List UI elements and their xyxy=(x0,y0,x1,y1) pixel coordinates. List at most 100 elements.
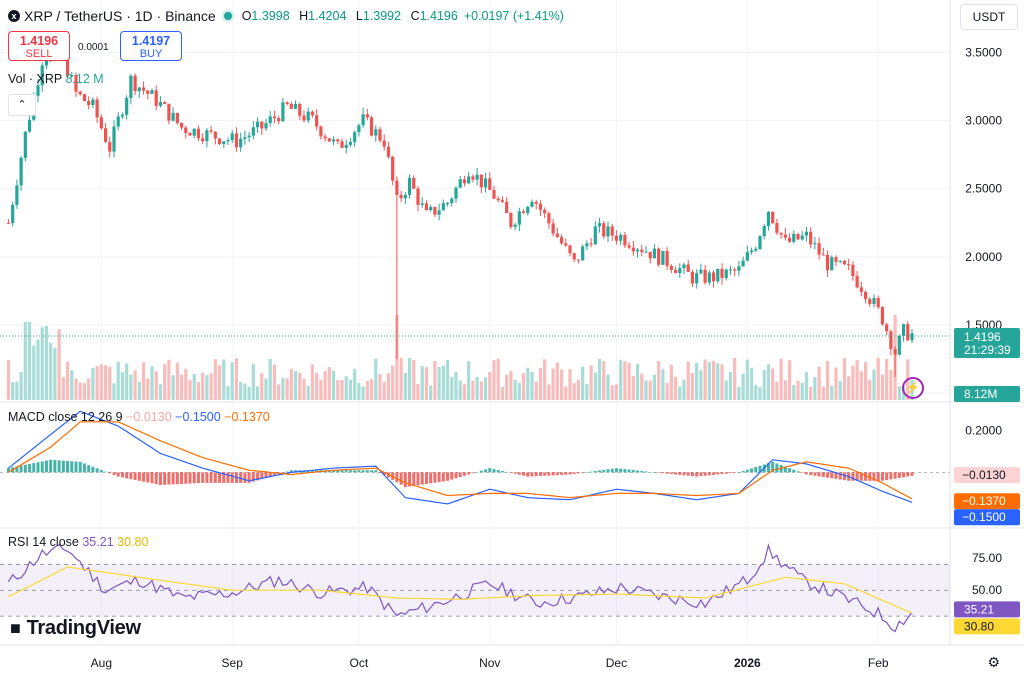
volume-bar xyxy=(74,378,78,400)
macd-histogram-bar xyxy=(226,472,230,483)
candle-body xyxy=(513,224,517,227)
macd-histogram-bar xyxy=(796,471,800,473)
volume-bar xyxy=(635,363,640,400)
tradingview-logo[interactable]: ■ TradingView xyxy=(10,617,141,640)
low-label: L xyxy=(355,9,363,23)
candle-body xyxy=(260,121,264,129)
macd-histogram-bar xyxy=(804,472,808,475)
candle-body xyxy=(120,114,125,117)
candle-body xyxy=(196,128,201,139)
volume-bar xyxy=(298,372,302,400)
volume-bar xyxy=(353,368,357,400)
macd-histogram-bar xyxy=(876,472,880,481)
candle-body xyxy=(184,127,188,133)
macd-histogram-bar xyxy=(196,472,200,484)
volume-bar xyxy=(348,379,353,400)
candle-body xyxy=(771,211,775,223)
candle-body xyxy=(593,226,597,245)
collapse-legend-button[interactable]: ⌃ xyxy=(8,94,36,116)
volume-bar xyxy=(809,386,813,400)
volume-bar xyxy=(619,359,623,400)
volume-bar xyxy=(741,373,745,400)
volume-bar xyxy=(661,369,665,400)
candle-body xyxy=(859,287,863,292)
sell-button[interactable]: 1.4196 SELL xyxy=(8,31,70,61)
volume-bar xyxy=(559,369,564,400)
candle-body xyxy=(323,136,327,139)
last-price-tag xyxy=(954,327,1020,358)
volume-bar xyxy=(821,386,825,400)
currency-button[interactable]: USDT xyxy=(960,4,1018,30)
candle-body xyxy=(838,260,842,262)
macd-histogram-bar xyxy=(652,472,656,473)
macd-histogram-bar xyxy=(272,472,276,476)
volume-bar xyxy=(868,379,872,400)
volume-bar xyxy=(640,373,644,400)
high-label: H xyxy=(299,9,309,23)
candle-body xyxy=(619,234,623,241)
volume-bar xyxy=(623,361,627,400)
macd-line-tag xyxy=(954,509,1020,526)
volume-bar xyxy=(458,380,462,400)
macd-histogram-bar xyxy=(239,472,243,483)
candle-body xyxy=(492,189,496,199)
macd-histogram-bar xyxy=(783,466,787,473)
volume-bar xyxy=(57,329,61,400)
macd-histogram-bar xyxy=(163,472,167,485)
macd-histogram-bar xyxy=(205,472,209,483)
rsi-label: RSI 14 close xyxy=(8,535,79,549)
candle-body xyxy=(239,138,243,148)
countdown-label: 21:29:39 xyxy=(964,343,1011,357)
volume-bar xyxy=(467,361,471,400)
candle-body xyxy=(471,176,475,180)
volume-bar xyxy=(745,359,749,400)
candle-body xyxy=(103,128,108,142)
symbol-title[interactable]: XRP / TetherUS · 1D · Binance xyxy=(24,8,216,24)
macd-histogram-bar xyxy=(108,472,112,474)
volume-bar xyxy=(572,383,576,400)
candle-body xyxy=(606,226,610,237)
buy-button[interactable]: 1.4197 BUY xyxy=(120,31,182,61)
macd-histogram-bar xyxy=(408,472,412,487)
volume-bar xyxy=(412,360,416,400)
macd-signal-tag-label: −0.1370 xyxy=(962,494,1006,508)
candle-body xyxy=(530,201,534,207)
candle-body xyxy=(192,128,196,136)
candle-body xyxy=(758,236,762,250)
macd-histogram-bar xyxy=(576,472,580,474)
macd-histogram-bar xyxy=(357,470,361,473)
lightning-icon[interactable]: ⚡ xyxy=(902,377,924,399)
macd-histogram-bar xyxy=(251,472,255,482)
macd-histogram-bar xyxy=(420,472,424,485)
candle-body xyxy=(112,126,116,152)
candle-body xyxy=(462,179,467,184)
candle-body xyxy=(251,127,255,136)
volume-bar xyxy=(184,368,188,400)
brand-name: TradingView xyxy=(26,617,141,639)
candle-body xyxy=(386,146,391,157)
volume-bar xyxy=(792,385,796,400)
candle-body xyxy=(445,202,450,204)
volume-bar xyxy=(762,370,766,400)
candle-body xyxy=(226,140,230,142)
settings-gear-icon[interactable]: ⚙ xyxy=(987,654,1000,670)
macd-histogram-bar xyxy=(154,472,158,485)
candle-body xyxy=(496,198,500,201)
volume-bar xyxy=(407,358,412,400)
candle-body xyxy=(6,222,11,224)
volume-bar xyxy=(243,383,247,400)
volume-bar xyxy=(247,386,251,400)
volume-bar xyxy=(416,383,420,400)
volume-bar xyxy=(222,359,226,400)
macd-histogram-bar xyxy=(28,463,32,473)
candle-body xyxy=(146,90,150,94)
candle-body xyxy=(150,90,154,94)
candle-body xyxy=(357,125,361,133)
candle-body xyxy=(910,333,914,341)
candle-body xyxy=(762,225,766,237)
candle-body xyxy=(82,94,87,101)
candle-body xyxy=(272,116,277,119)
macd-hist-value: −0.0130 xyxy=(126,410,172,424)
candle-body xyxy=(175,112,179,123)
